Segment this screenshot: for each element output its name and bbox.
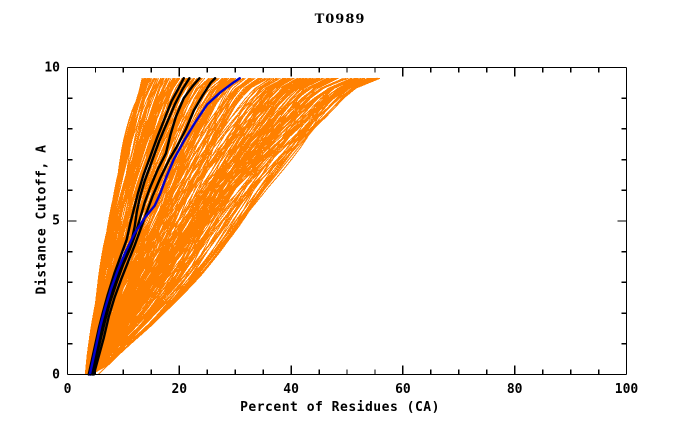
- y-tick-label: 0: [52, 367, 60, 382]
- x-tick-label: 40: [283, 381, 299, 397]
- x-tick-label: 100: [614, 381, 639, 397]
- plot-frame: [66, 66, 628, 376]
- y-tick-label: 5: [52, 213, 60, 229]
- x-tick-label: 80: [506, 381, 523, 397]
- y-tick-label: 10: [44, 60, 60, 75]
- chart-title: T0989: [314, 12, 366, 27]
- x-tick-label: 60: [395, 381, 411, 397]
- x-tick-label: 20: [171, 381, 188, 397]
- x-tick-label: 0: [63, 381, 72, 397]
- x-axis-label: Percent of Residues (CA): [240, 400, 440, 415]
- highlight-curves: [87, 77, 241, 376]
